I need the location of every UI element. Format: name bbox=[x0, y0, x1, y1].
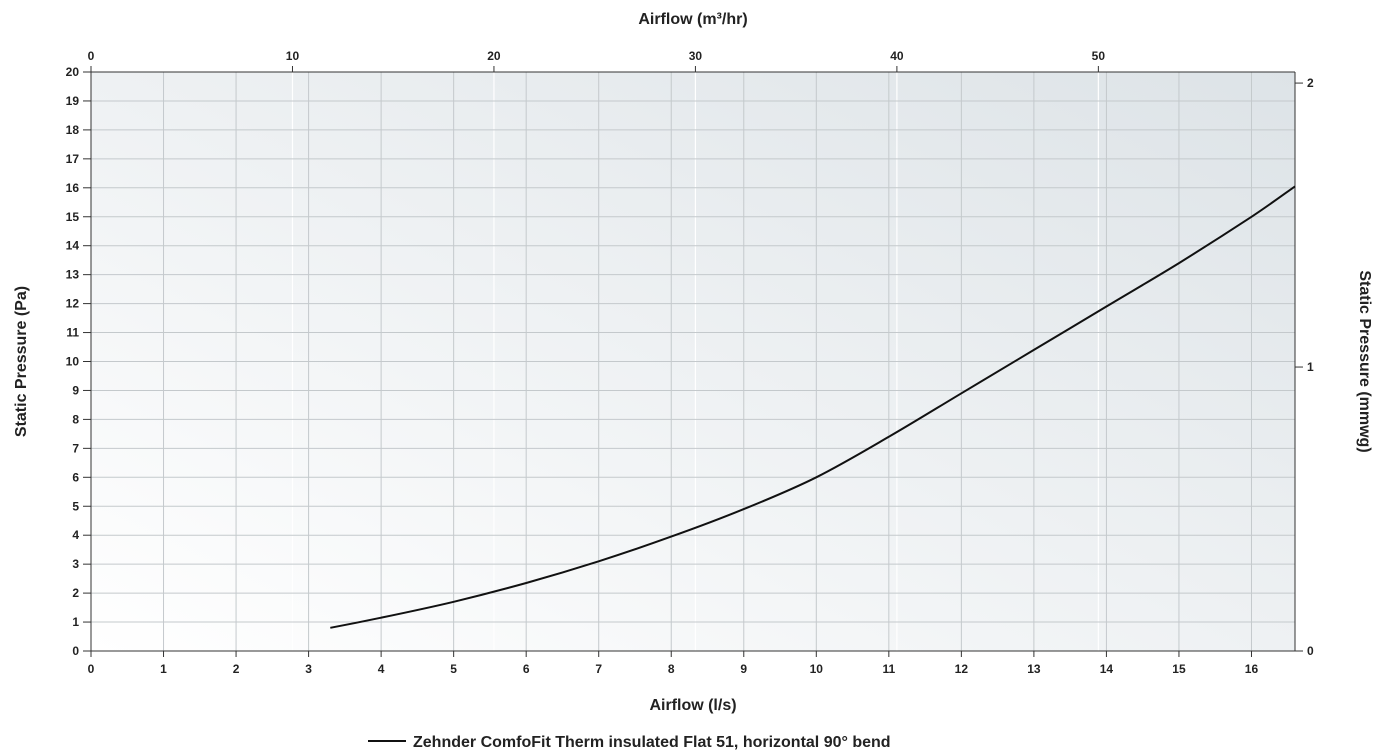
x2-tick-label: 20 bbox=[487, 49, 501, 63]
y2-axis-title: Static Pressure (mmwg) bbox=[1356, 270, 1373, 452]
y-tick-label: 5 bbox=[72, 499, 79, 513]
x-tick-label: 5 bbox=[450, 662, 457, 676]
x2-tick-label: 50 bbox=[1092, 49, 1106, 63]
y-tick-label: 20 bbox=[66, 65, 80, 79]
x2-tick-label: 0 bbox=[88, 49, 95, 63]
y-tick-label: 14 bbox=[66, 239, 80, 253]
x-tick-label: 12 bbox=[955, 662, 969, 676]
x-tick-label: 15 bbox=[1172, 662, 1186, 676]
x-tick-label: 16 bbox=[1245, 662, 1259, 676]
x-tick-label: 13 bbox=[1027, 662, 1041, 676]
x2-axis-title: Airflow (m³/hr) bbox=[638, 11, 747, 28]
x2-tick-label: 30 bbox=[689, 49, 703, 63]
y-tick-label: 9 bbox=[72, 383, 79, 397]
y-tick-label: 10 bbox=[66, 355, 80, 369]
y2-tick-label: 2 bbox=[1307, 76, 1314, 90]
legend: Zehnder ComfoFit Therm insulated Flat 51… bbox=[368, 734, 891, 751]
tick-labels: 0 1 2 3 4 5 6 7 8 9 10 11 12 13 14 15 160 10 20 30 40 5001234… bbox=[66, 49, 1314, 676]
grid-lines bbox=[90, 71, 1295, 652]
y-tick-label: 15 bbox=[66, 210, 80, 224]
y-axis-title: Static Pressure (Pa) bbox=[13, 286, 30, 437]
y-tick-label: 16 bbox=[66, 181, 80, 195]
y-tick-label: 8 bbox=[72, 412, 79, 426]
legend-label: Zehnder ComfoFit Therm insulated Flat 51… bbox=[413, 734, 891, 751]
y-tick-label: 17 bbox=[66, 152, 80, 166]
x-tick-label: 3 bbox=[305, 662, 312, 676]
x2-tick-label: 40 bbox=[890, 49, 904, 63]
x-axis-title: Airflow (l/s) bbox=[649, 697, 736, 714]
x-tick-label: 10 bbox=[810, 662, 824, 676]
y-tick-label: 7 bbox=[72, 441, 79, 455]
x-tick-label: 4 bbox=[378, 662, 385, 676]
y2-tick-label: 1 bbox=[1307, 360, 1314, 374]
x2-tick-label: 10 bbox=[286, 49, 300, 63]
x-tick-label: 11 bbox=[882, 662, 895, 676]
x-tick-label: 9 bbox=[740, 662, 747, 676]
x-tick-label: 7 bbox=[595, 662, 602, 676]
y-tick-label: 2 bbox=[72, 586, 79, 600]
y-tick-label: 3 bbox=[72, 557, 79, 571]
y-tick-label: 18 bbox=[66, 123, 80, 137]
y2-tick-label: 0 bbox=[1307, 644, 1314, 658]
y-tick-label: 12 bbox=[66, 297, 80, 311]
y-tick-label: 1 bbox=[72, 615, 79, 629]
x-tick-label: 2 bbox=[233, 662, 240, 676]
x-tick-label: 1 bbox=[160, 662, 167, 676]
x-tick-label: 14 bbox=[1100, 662, 1114, 676]
series-line bbox=[330, 185, 1296, 629]
y-tick-label: 19 bbox=[66, 94, 80, 108]
x-tick-label: 6 bbox=[523, 662, 530, 676]
x-tick-label: 0 bbox=[88, 662, 95, 676]
y-tick-label: 11 bbox=[66, 326, 79, 340]
y-tick-label: 0 bbox=[72, 644, 79, 658]
y-tick-label: 6 bbox=[72, 470, 79, 484]
x-tick-label: 8 bbox=[668, 662, 675, 676]
y-tick-label: 13 bbox=[66, 268, 80, 282]
axes bbox=[83, 66, 1303, 657]
y-tick-label: 4 bbox=[72, 528, 79, 542]
